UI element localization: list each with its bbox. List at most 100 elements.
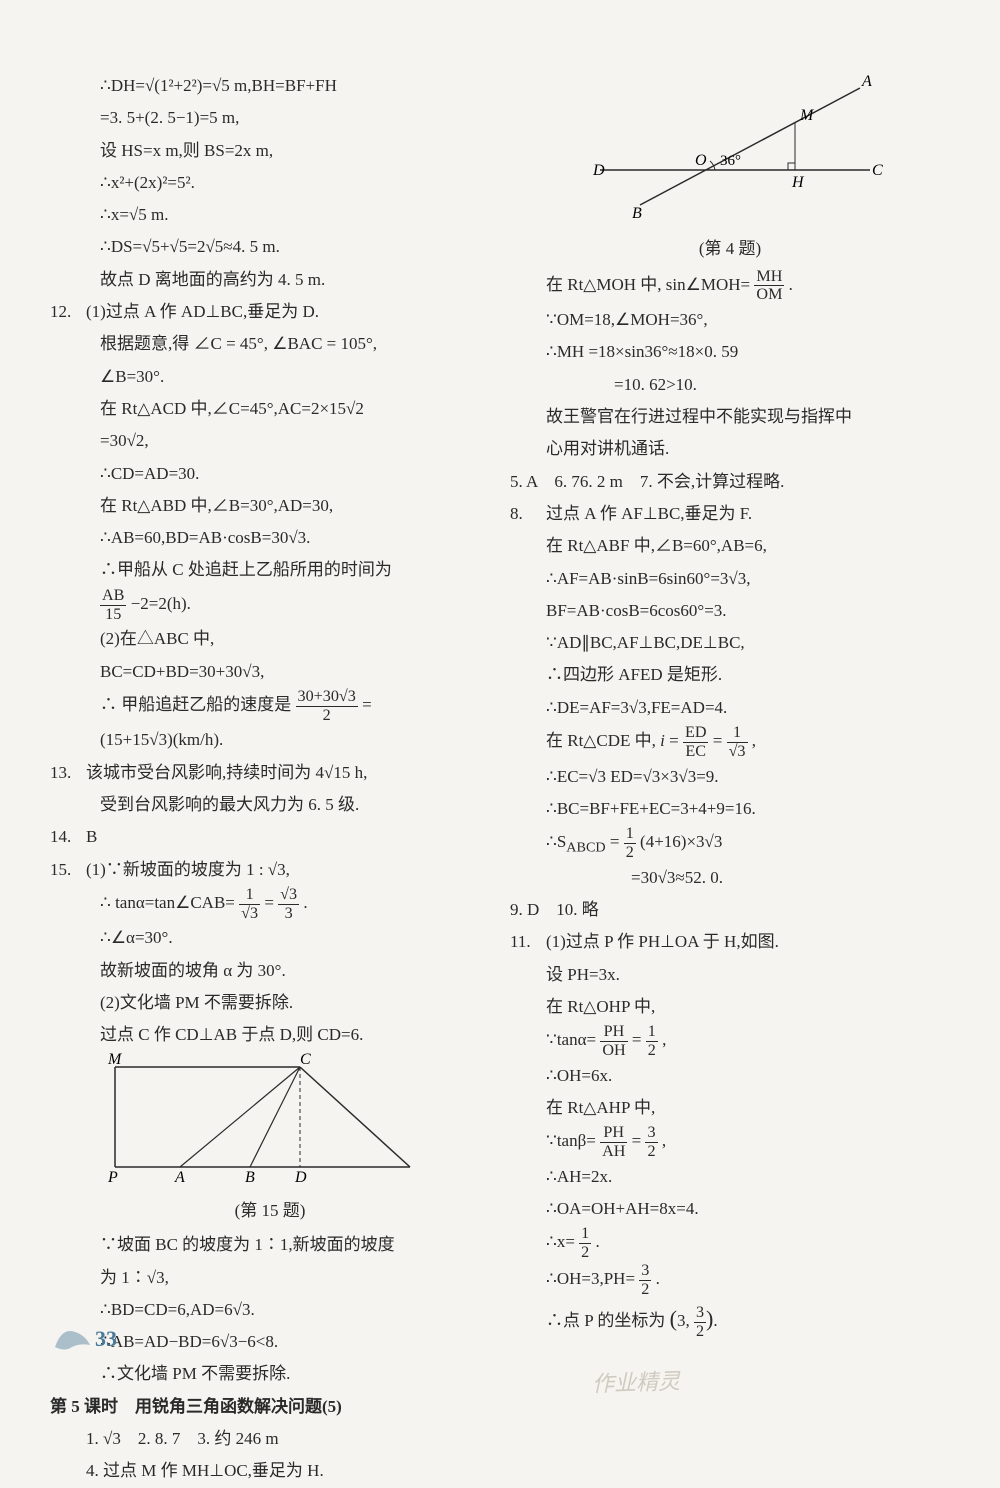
text-line: ∴AF=AB·sinB=6sin60°=3√3, xyxy=(546,563,950,595)
text-line: 在 Rt△CDE 中, i = EDEC = 1√3 , xyxy=(546,724,950,761)
item-15: 15. (1)∵新坡面的坡度为 1 : √3, xyxy=(50,854,490,886)
text-line: 过点 A 作 AF⊥BC,垂足为 F. xyxy=(546,498,950,530)
text-line: 过点 C 作 CD⊥AB 于点 D,则 CD=6. xyxy=(100,1019,490,1051)
text-line: ∠B=30°. xyxy=(100,361,490,393)
text-line: 受到台风影响的最大风力为 6. 5 级. xyxy=(100,789,490,821)
text-line: ∴x=√5 m. xyxy=(100,199,490,231)
text-line: ∴四边形 AFED 是矩形. xyxy=(546,659,950,691)
svg-text:M: M xyxy=(799,107,815,124)
figure-15-caption: (第 15 题) xyxy=(50,1195,490,1227)
text-line: ∴BD=CD=6,AD=6√3. xyxy=(100,1294,490,1326)
text-line: 在 Rt△MOH 中, sin∠MOH= MHOM . xyxy=(546,268,950,305)
svg-text:C: C xyxy=(872,162,883,179)
svg-text:A: A xyxy=(174,1169,185,1182)
text-line: ∵tanα= PHOH = 12 , xyxy=(546,1023,950,1060)
item-number: 13. xyxy=(50,757,86,789)
text-line: ∴DH=√(1²+2²)=√5 m,BH=BF+FH xyxy=(100,70,490,102)
items-9-10: 9. D 10. 略 xyxy=(510,894,950,926)
text-line: 根据题意,得 ∠C = 45°, ∠BAC = 105°, xyxy=(100,328,490,360)
text-line: 设 PH=3x. xyxy=(546,959,950,991)
item-number: 8. xyxy=(510,498,546,530)
text-line: =30√3≈52. 0. xyxy=(580,862,950,894)
item-11: 11. (1)过点 P 作 PH⊥OA 于 H,如图. xyxy=(510,926,950,958)
item-12: 12. (1)过点 A 作 AD⊥BC,垂足为 D. xyxy=(50,296,490,328)
text-line: ∴SABCD = 12 (4+16)×3√3 xyxy=(546,825,950,862)
text-line: ∴点 P 的坐标为 (3, 32). xyxy=(546,1298,950,1340)
text-line: ∴甲船从 C 处追赶上乙船所用的时间为 xyxy=(100,554,490,586)
diagram-15-svg: M C P A B D xyxy=(100,1052,420,1182)
text-line: 故新坡面的坡角 α 为 30°. xyxy=(100,955,490,987)
item-8: 8. 过点 A 作 AF⊥BC,垂足为 F. xyxy=(510,498,950,530)
text-line: (2)在△ABC 中, xyxy=(100,623,490,655)
item-number: 15. xyxy=(50,854,86,886)
item-14: 14. B xyxy=(50,821,490,853)
text-line: (1)过点 P 作 PH⊥OA 于 H,如图. xyxy=(546,926,950,958)
text-line: BC=CD+BD=30+30√3, xyxy=(100,656,490,688)
text-line: ∴∠α=30°. xyxy=(100,922,490,954)
text-line: 故王警官在行进过程中不能实现与指挥中 xyxy=(546,401,950,433)
text-line: 4. 过点 M 作 MH⊥OC,垂足为 H. xyxy=(86,1455,490,1487)
text-line: ∴OA=OH+AH=8x=4. xyxy=(546,1193,950,1225)
svg-text:D: D xyxy=(592,162,605,179)
text-line: ∵OM=18,∠MOH=36°, xyxy=(546,304,950,336)
text-line: 故点 D 离地面的高约为 4. 5 m. xyxy=(100,264,490,296)
text-line: 设 HS=x m,则 BS=2x m, xyxy=(100,135,490,167)
text-line: AB15 −2=2(h). xyxy=(100,587,490,624)
text-line: ∴DE=AF=3√3,FE=AD=4. xyxy=(546,692,950,724)
text-line: ∵坡面 BC 的坡度为 1∶1,新坡面的坡度 xyxy=(100,1229,490,1261)
figure-4: A M D O 36° H C B (第 4 题) xyxy=(510,70,950,266)
figure-15: M C P A B D xyxy=(100,1052,490,1193)
text-line: ∴DS=√5+√5=2√5≈4. 5 m. xyxy=(100,231,490,263)
item-13: 13. 该城市受台风影响,持续时间为 4√15 h, xyxy=(50,757,490,789)
svg-text:D: D xyxy=(294,1169,307,1182)
text-line: (1)过点 A 作 AD⊥BC,垂足为 D. xyxy=(86,296,490,328)
text-line: 为 1∶√3, xyxy=(100,1262,490,1294)
page-number: 33 xyxy=(95,1326,117,1352)
svg-text:A: A xyxy=(861,73,872,90)
text-line: 在 Rt△AHP 中, xyxy=(546,1092,950,1124)
items-5-6-7: 5. A 6. 76. 2 m 7. 不会,计算过程略. xyxy=(510,466,950,498)
svg-text:P: P xyxy=(107,1169,118,1182)
item-number: 12. xyxy=(50,296,86,328)
text-line: ∴文化墙 PM 不需要拆除. xyxy=(100,1358,490,1390)
text-line: =30√2, xyxy=(100,425,490,457)
text-line: =10. 62>10. xyxy=(580,369,950,401)
svg-text:B: B xyxy=(632,205,642,220)
text-line: ∴AH=2x. xyxy=(546,1161,950,1193)
watermark: 作业精灵 xyxy=(591,1363,680,1398)
text-line: ∴AB=AD−BD=6√3−6<8. xyxy=(100,1326,490,1358)
dolphin-icon xyxy=(50,1317,95,1362)
text-line: ∴ 甲船追赶乙船的速度是 30+30√32 = xyxy=(100,688,490,725)
text-line: 在 Rt△ABF 中,∠B=60°,AB=6, xyxy=(546,530,950,562)
text-line: BF=AB·cosB=6cos60°=3. xyxy=(546,595,950,627)
text-line: ∴CD=AD=30. xyxy=(100,458,490,490)
text-line: B xyxy=(86,821,490,853)
text-line: ∵AD∥BC,AF⊥BC,DE⊥BC, xyxy=(546,627,950,659)
text-line: 1. √3 2. 8. 7 3. 约 246 m xyxy=(86,1423,490,1455)
svg-text:36°: 36° xyxy=(720,153,741,169)
svg-text:H: H xyxy=(791,174,805,191)
svg-text:B: B xyxy=(245,1169,255,1182)
text-line: 在 Rt△OHP 中, xyxy=(546,991,950,1023)
text-line: (1)∵新坡面的坡度为 1 : √3, xyxy=(86,854,490,886)
svg-text:M: M xyxy=(107,1052,123,1068)
text-line: ∴ tanα=tan∠CAB= 1√3 = √33 . xyxy=(100,886,490,923)
text-line: (15+15√3)(km/h). xyxy=(100,724,490,756)
text-line: ∴BC=BF+FE+EC=3+4+9=16. xyxy=(546,793,950,825)
item-number: 11. xyxy=(510,926,546,958)
text-line: ∴x= 12 . xyxy=(546,1225,950,1262)
text-line: =3. 5+(2. 5−1)=5 m, xyxy=(100,102,490,134)
text-line: ∴EC=√3 ED=√3×3√3=9. xyxy=(546,761,950,793)
item-number: 14. xyxy=(50,821,86,853)
text-line: ∴OH=6x. xyxy=(546,1060,950,1092)
diagram-4-svg: A M D O 36° H C B xyxy=(560,70,900,220)
text-line: ∴OH=3,PH= 32 . xyxy=(546,1262,950,1299)
svg-text:C: C xyxy=(300,1052,311,1068)
svg-text:O: O xyxy=(695,152,707,169)
text-line: 在 Rt△ACD 中,∠C=45°,AC=2×15√2 xyxy=(100,393,490,425)
text-line: 该城市受台风影响,持续时间为 4√15 h, xyxy=(86,757,490,789)
text-line: ∵tanβ= PHAH = 32 , xyxy=(546,1124,950,1161)
text-line: ∴MH =18×sin36°≈18×0. 59 xyxy=(546,336,950,368)
text-line: ∴AB=60,BD=AB·cosB=30√3. xyxy=(100,522,490,554)
text-line: 在 Rt△ABD 中,∠B=30°,AD=30, xyxy=(100,490,490,522)
